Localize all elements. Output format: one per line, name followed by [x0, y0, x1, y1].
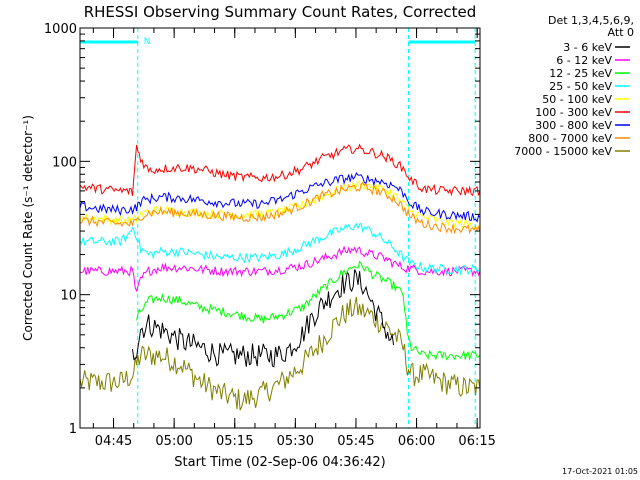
- series-line-segment: [79, 245, 481, 293]
- legend-label: 100 - 300 keV: [535, 106, 612, 119]
- x-tick-label: 06:00: [398, 434, 435, 449]
- legend-label: 12 - 25 keV: [549, 67, 612, 80]
- series-25-50-kev: [79, 222, 481, 276]
- x-tick-label: 06:15: [458, 434, 495, 449]
- series-800-7000-kev: [79, 182, 481, 235]
- series-line-segment: [79, 143, 481, 197]
- series-12-25-kev: [136, 260, 481, 362]
- legend-header-line-2: Att 0: [608, 26, 634, 39]
- series-line-segment: [79, 296, 481, 411]
- series-300-800-kev: [79, 171, 481, 223]
- chart-title: RHESSI Observing Summary Count Rates, Co…: [84, 3, 477, 21]
- plot-frame: [79, 27, 481, 429]
- x-tick-label: 05:00: [155, 434, 192, 449]
- generation-timestamp: 17-Oct-2021 01:05: [562, 467, 638, 476]
- legend-label: 3 - 6 keV: [563, 41, 612, 54]
- y-axis-label: Corrected Count Rate (s⁻¹ detector⁻¹): [21, 115, 35, 341]
- legend-label: 300 - 800 keV: [535, 119, 612, 132]
- x-tick-label: 05:45: [337, 434, 374, 449]
- y-tick-label: 10: [60, 289, 77, 304]
- legend-label: 6 - 12 keV: [556, 54, 612, 67]
- legend-header-line-1: Det 1,3,4,5,6,9,: [548, 14, 634, 27]
- series-100-300-kev: [79, 143, 481, 197]
- x-tick-label: 04:45: [95, 434, 132, 449]
- x-tick-label: 05:30: [277, 434, 314, 449]
- x-tick-label: 05:15: [216, 434, 253, 449]
- legend-label: 25 - 50 keV: [549, 80, 612, 93]
- legend-label: 800 - 7000 keV: [528, 132, 612, 145]
- legend-label: 7000 - 15000 keV: [514, 145, 612, 158]
- series-layer: N: [79, 28, 481, 428]
- series-line-segment: [79, 182, 481, 235]
- series-7000-15000-kev: [79, 296, 481, 411]
- series-line-segment: [79, 222, 481, 276]
- axes-layer: 1 10 100 1000 04:45 05:00 05:15 05:30 05:45 06:00…: [44, 22, 496, 449]
- y-tick-label: 1: [69, 422, 77, 437]
- series-line-segment: [136, 260, 481, 362]
- x-axis-label: Start Time (02-Sep-06 04:36:42): [174, 455, 385, 470]
- series-line-segment: [132, 269, 395, 368]
- legend-label: 50 - 100 keV: [542, 93, 612, 106]
- series-6-12-kev: [79, 245, 481, 293]
- y-tick-label: 100: [52, 155, 77, 170]
- series-3-6-kev: [132, 269, 395, 368]
- y-tick-label: 1000: [44, 22, 77, 37]
- night-label-0: N: [144, 37, 151, 47]
- series-line-segment: [79, 171, 481, 223]
